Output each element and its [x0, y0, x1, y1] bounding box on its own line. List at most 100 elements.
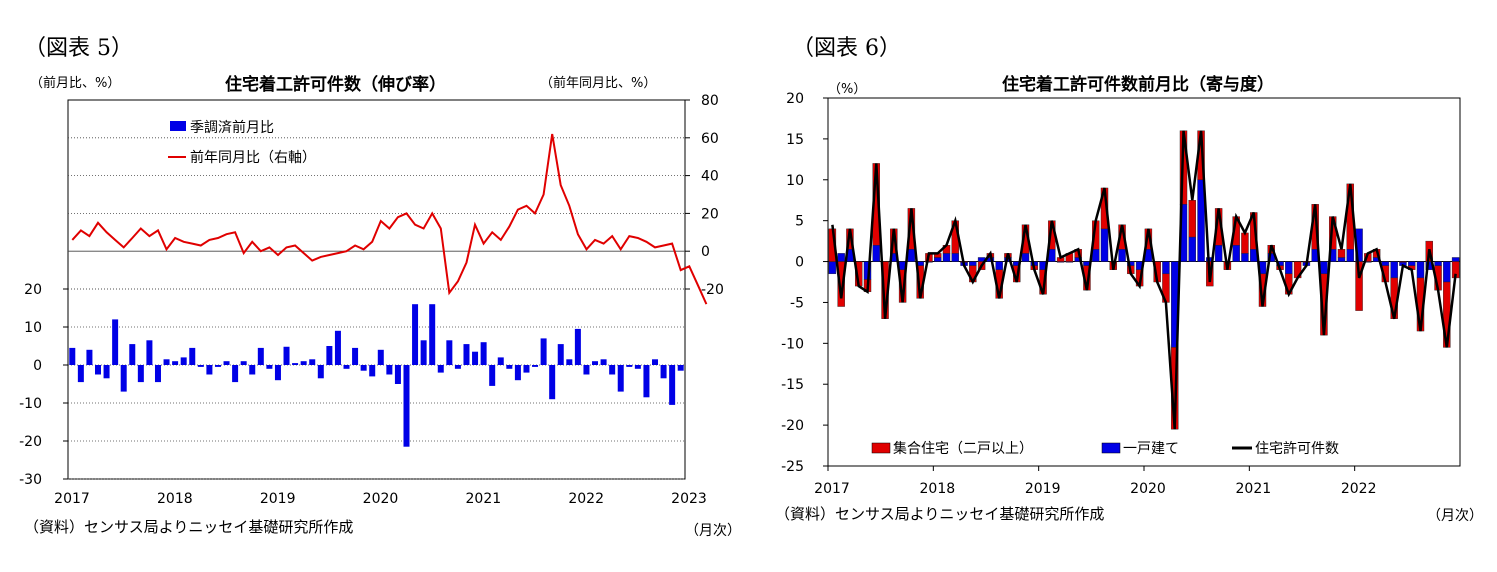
bar: [86, 349, 93, 365]
bar: [506, 365, 513, 369]
y-left-tick-label: 20: [24, 282, 42, 298]
bar: [206, 365, 213, 375]
x-tick-label: 2020: [1130, 481, 1166, 497]
bar: [403, 365, 410, 447]
legend-label: 前年同月比（右軸）: [190, 149, 316, 166]
y-tick-label: -10: [781, 336, 804, 352]
source-note: （資料）センサス局よりニッセイ基礎研究所作成: [24, 518, 354, 536]
bar: [103, 365, 110, 379]
bar: [257, 347, 264, 365]
source-note: （資料）センサス局よりニッセイ基礎研究所作成: [775, 505, 1105, 523]
bar: [120, 365, 127, 392]
bar-multi: [1399, 261, 1407, 263]
bar: [489, 365, 496, 386]
y-left-tick-label: 10: [24, 320, 42, 336]
bar-single: [942, 253, 951, 262]
figure-label: （図表 5）: [24, 36, 133, 61]
legend-label: 季調済前月比: [190, 119, 274, 136]
y-right-tick-label: -20: [701, 282, 724, 298]
bar: [377, 349, 384, 365]
y-left-tick-label: -20: [19, 434, 42, 450]
y-tick-label: -5: [790, 295, 804, 311]
y-tick-label: 5: [795, 214, 804, 230]
bar-single: [1100, 228, 1109, 262]
bar-multi: [1241, 232, 1249, 254]
bar: [600, 359, 607, 365]
bar-single: [828, 261, 837, 275]
bar: [420, 340, 427, 365]
bar: [189, 347, 196, 365]
bar: [249, 365, 256, 375]
series-line: [831, 130, 1457, 430]
bar: [634, 365, 641, 369]
x-tick-label: 2017: [814, 481, 850, 497]
bar: [592, 361, 599, 365]
bar: [94, 365, 101, 375]
bar: [437, 365, 444, 373]
bar-single: [1214, 244, 1223, 262]
left-chart-panel: （図表 5） （前月比、%） 住宅着工許可件数（伸び率） （前年同月比、%） -…: [19, 36, 741, 539]
x-tick-label: 2021: [466, 491, 502, 507]
bar-single: [1241, 253, 1249, 262]
bar: [163, 359, 170, 365]
bar-single: [1443, 261, 1451, 283]
y-right-tick-label: 80: [701, 93, 719, 109]
plot-frame: [67, 99, 686, 480]
bar-single: [1416, 261, 1425, 279]
bar: [523, 365, 530, 373]
bar-single: [1118, 249, 1126, 262]
bar-single: [907, 249, 916, 262]
bar-single: [951, 253, 959, 262]
bar: [652, 359, 659, 365]
bar: [180, 357, 187, 365]
x-tick-label: 2023: [671, 491, 707, 507]
bar-single: [1381, 261, 1390, 266]
bar-single: [969, 261, 977, 266]
bar: [292, 363, 299, 365]
y-right-tick-label: 0: [701, 244, 710, 260]
x-tick-label: 2018: [920, 481, 956, 497]
legend-swatch: [1101, 442, 1121, 454]
bar-single: [1320, 261, 1328, 275]
x-tick-label: 2022: [1341, 481, 1377, 497]
bar: [463, 344, 470, 365]
x-unit: （月次）: [685, 523, 741, 539]
bar: [317, 365, 324, 379]
bar-single: [1434, 261, 1442, 266]
x-tick-label: 2022: [568, 491, 604, 507]
x-unit: （月次）: [1427, 508, 1483, 524]
x-tick-label: 2017: [54, 491, 90, 507]
bar-multi: [1337, 249, 1346, 258]
bar: [480, 342, 487, 365]
y-tick-label: -20: [781, 418, 804, 434]
x-tick-label: 2019: [1025, 481, 1061, 497]
bar-multi: [1355, 261, 1363, 311]
y-tick-label: 0: [795, 255, 804, 271]
bar: [69, 347, 76, 365]
bar: [266, 365, 273, 369]
bar: [283, 346, 290, 365]
bar-single: [1021, 253, 1030, 262]
x-tick-label: 2019: [260, 491, 296, 507]
bar: [129, 344, 136, 365]
bar-single: [995, 261, 1003, 270]
bar: [240, 361, 247, 365]
y-right-tick-label: 20: [701, 206, 719, 222]
right-chart-svg: -25 -20 -15 -10 -5 0 5 10 15 20 2017 2018 2019 2020 20…: [781, 91, 1461, 497]
bar: [557, 344, 564, 365]
y-left-unit: （前月比、%）: [30, 76, 121, 91]
y-right-tick-label: 60: [701, 131, 719, 147]
bar: [583, 365, 590, 375]
bar-multi: [1188, 200, 1196, 238]
bar: [274, 365, 281, 381]
bar: [472, 351, 479, 365]
bar-single: [837, 253, 845, 262]
y-unit: （%）: [828, 82, 867, 97]
y-left-tick-label: 0: [33, 358, 42, 374]
bar: [617, 365, 624, 392]
bar-single: [1092, 249, 1100, 262]
bar: [146, 340, 153, 365]
bar: [677, 365, 684, 371]
y-right-unit: （前年同月比、%）: [540, 76, 657, 91]
bar: [300, 361, 307, 365]
